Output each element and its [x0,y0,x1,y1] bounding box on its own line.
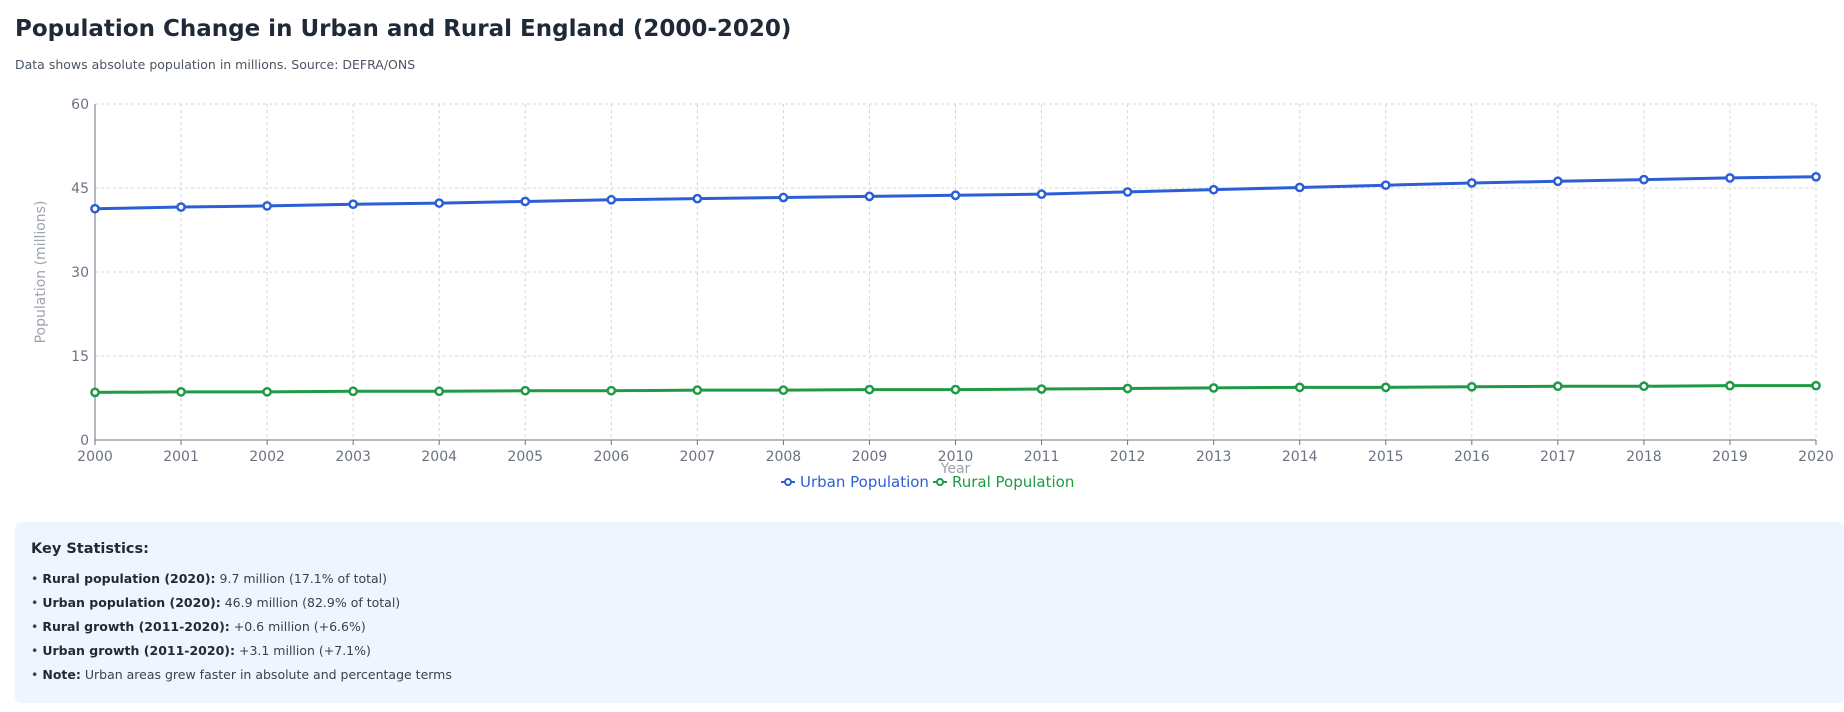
x-tick-label: 2016 [1454,449,1490,465]
x-tick-label: 2015 [1368,449,1404,465]
stat-label: Urban growth (2011-2020): [42,643,235,658]
stat-value: 9.7 million (17.1% of total) [219,571,388,586]
y-tick-label: 30 [71,265,89,281]
key-statistics-heading: Key Statistics: [31,541,149,557]
data-point [1811,171,1821,182]
x-tick-label: 2001 [163,449,199,465]
x-tick-label: 2006 [593,449,629,465]
data-point [1725,380,1735,391]
chart-subtitle: Data shows absolute population in millio… [15,57,416,72]
x-tick-label: 2003 [335,449,371,465]
data-point [1811,380,1821,391]
stat-value: +0.6 million (+6.6%) [233,619,366,634]
data-point [864,384,875,395]
stat-label: Urban population (2020): [42,595,221,610]
x-tick-label: 2010 [938,449,974,465]
stat-rural-population: • Rural population (2020): 9.7 million (… [31,571,388,586]
y-tick-label: 60 [71,97,89,113]
x-tick-label: 2020 [1798,449,1834,465]
stat-urban-growth: • Urban growth (2011-2020): +3.1 million… [31,643,371,658]
x-tick-label: 2019 [1712,449,1748,465]
key-statistics-list: • Rural population (2020): 9.7 million (… [31,571,1828,683]
data-point [434,198,445,208]
data-point [1553,381,1563,392]
data-point [1380,180,1391,191]
data-point [1122,187,1133,197]
stat-label: Rural growth (2011-2020): [42,619,230,634]
data-point [1036,384,1047,394]
stat-note: • Note: Urban areas grew faster in absol… [31,667,452,682]
y-axis-title: Population (millions) [33,201,49,344]
data-point [864,191,875,202]
data-point [262,201,272,211]
stat-value: Urban areas grew faster in absolute and … [84,667,452,682]
stat-label: Rural population (2020): [42,571,216,586]
data-point [692,193,703,204]
x-tick-label: 2005 [507,449,543,465]
data-point [90,203,100,214]
y-tick-label: 15 [71,349,89,365]
data-point [606,194,617,205]
x-tick-label: 2008 [766,449,802,465]
stat-label: Note: [42,667,81,682]
x-tick-label: 2012 [1110,449,1146,465]
data-point [1208,383,1219,393]
legend-marker-icon [936,478,944,486]
data-point [950,190,961,201]
data-point [778,192,789,203]
data-point [262,386,272,397]
data-point [1725,173,1735,183]
x-tick-label: 2014 [1282,449,1318,465]
stat-value: 46.9 million (82.9% of total) [224,595,401,610]
data-point [1294,182,1305,193]
x-tick-label: 2000 [77,449,113,465]
data-point [520,385,531,396]
x-tick-label: 2018 [1626,449,1662,465]
data-point [348,386,358,397]
data-point [1466,178,1477,188]
data-point [1639,381,1649,392]
legend-label: Rural Population [952,473,1074,491]
data-point [1294,382,1305,393]
legend-marker-icon [784,478,792,486]
x-tick-label: 2009 [852,449,888,465]
data-point [692,385,703,396]
data-point [606,385,617,396]
stat-urban-population: • Urban population (2020): 46.9 million … [31,595,401,610]
data-point [1380,382,1391,393]
x-tick-label: 2007 [680,449,716,465]
data-point [1208,184,1219,195]
data-point [950,384,961,395]
data-point [1639,174,1649,185]
legend-label: Urban Population [800,473,929,491]
line-chart: 0 15 30 45 60 2000 2001 2002 2003 2004 2005 2006 200… [33,97,1834,491]
data-point [176,202,186,212]
x-tick-label: 2017 [1540,449,1576,465]
data-point [1122,383,1133,394]
data-point [348,199,358,210]
data-point [434,386,445,397]
x-tick-label: 2013 [1196,449,1232,465]
data-point [520,196,531,207]
chart-title: Population Change in Urban and Rural Eng… [15,16,792,42]
x-tick-label: 2004 [421,449,457,465]
y-tick-label: 45 [71,181,89,197]
data-point [176,386,186,397]
x-axis-title: Year [940,461,971,477]
y-tick-label: 0 [80,433,89,449]
data-point [1466,381,1477,392]
x-tick-label: 2011 [1024,449,1060,465]
data-point [778,385,789,396]
data-point [1553,176,1563,187]
key-statistics-panel: Key Statistics: • Rural population (2020… [15,522,1844,703]
data-point [1036,189,1047,200]
stat-rural-growth: • Rural growth (2011-2020): +0.6 million… [31,619,366,634]
stat-value: +3.1 million (+7.1%) [238,643,371,658]
x-tick-label: 2002 [249,449,285,465]
data-point [90,387,100,398]
